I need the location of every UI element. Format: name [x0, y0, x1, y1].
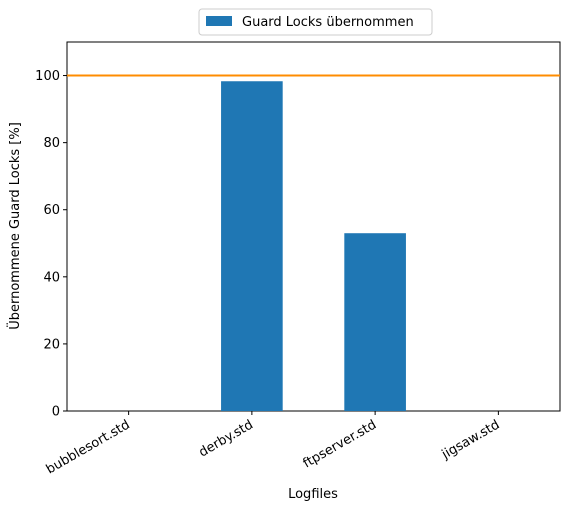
x-tick-label: jigsaw.std	[439, 417, 503, 462]
y-tick-label: 80	[43, 136, 60, 151]
bar-derby-std	[221, 81, 283, 412]
x-tick-label: derby.std	[196, 417, 255, 460]
y-axis-ticks: 0 20 40 60 80 100	[35, 69, 67, 420]
x-axis-ticks: bubblesort.std derby.std ftpserver.std jigs…	[44, 411, 503, 477]
legend: Guard Locks übernommen	[198, 8, 433, 36]
plot-area	[66, 41, 561, 412]
x-tick-label: ftpserver.std	[301, 417, 379, 471]
x-tick-label: bubblesort.std	[44, 417, 133, 477]
y-tick-label: 0	[52, 405, 60, 420]
y-axis-title: Übernommene Guard Locks [%]	[6, 122, 23, 330]
x-axis-title: Logfiles	[288, 487, 338, 502]
legend-label: Guard Locks übernommen	[242, 15, 414, 30]
legend-box	[198, 8, 433, 36]
y-tick-label: 60	[43, 203, 60, 218]
bars	[221, 81, 406, 412]
y-tick-label: 100	[35, 69, 60, 84]
bar-ftpserver-std	[344, 233, 406, 411]
y-tick-label: 20	[43, 337, 60, 352]
legend-swatch	[206, 16, 232, 26]
y-tick-label: 40	[43, 270, 60, 285]
